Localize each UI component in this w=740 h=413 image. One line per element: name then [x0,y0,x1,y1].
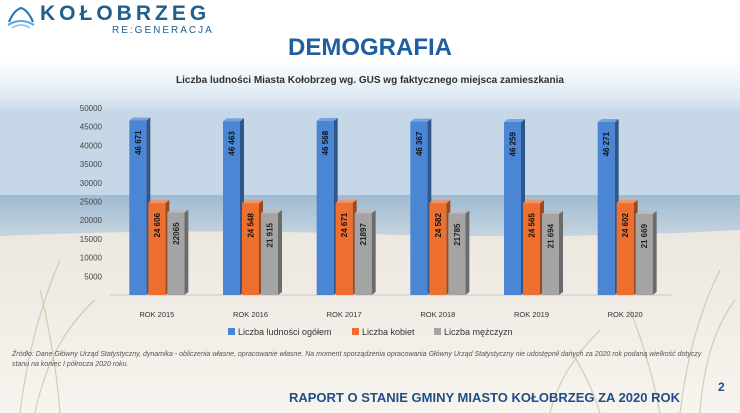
bar-top-women [148,199,170,203]
data-label-population: 46 271 [602,131,611,156]
bar-top-women [429,200,451,204]
bar-men [635,213,653,295]
data-label-women: 24 671 [340,212,349,237]
bar-population [316,120,334,295]
y-tick-label: 30000 [80,179,103,188]
bar-population [597,121,615,295]
bar-top-men [542,210,563,214]
data-label-population: 46 259 [509,131,518,156]
bar-women [148,202,166,295]
report-title: RAPORT O STANIE GMINY MIASTO KOŁOBRZEG Z… [288,390,680,405]
bar-side-men [465,210,470,295]
data-label-population: 46 367 [415,131,424,156]
bar-side-men [371,210,376,295]
bar-women [523,203,540,295]
bar-top-women [616,199,638,203]
logo-text: KOŁOBRZEG [40,2,211,25]
y-tick-label: 40000 [80,141,103,150]
y-tick-label: 25000 [80,198,103,207]
data-label-women: 24 565 [528,213,537,238]
y-tick-label: 35000 [80,160,103,169]
data-label-women: 24 606 [153,212,162,237]
y-tick-label: 5000 [84,272,102,281]
legend-swatch-population [228,328,235,335]
bar-top-population [597,118,619,122]
x-tick-label: ROK 2016 [233,310,268,319]
x-tick-label: ROK 2019 [514,310,549,319]
bar-women [242,203,259,295]
bar-top-population [129,117,151,121]
bar-men [261,213,278,295]
x-tick-label: ROK 2020 [608,310,643,319]
chart-title: Liczba ludności Miasta Kołobrzeg wg. GUS… [176,75,564,86]
bar-top-women [523,200,544,204]
bar-top-men [354,210,376,214]
bar-top-women [242,200,263,204]
y-tick-label: 50000 [80,104,103,113]
bar-top-population [316,117,338,121]
bar-men [354,213,372,295]
bar-population [223,121,240,295]
bar-population [129,120,147,295]
bar-top-population [504,118,525,122]
legend-label-population: Liczba ludności ogółem [238,327,332,337]
x-tick-label: ROK 2017 [327,310,362,319]
bar-side-men [652,210,657,295]
legend-item-men: Liczba mężczyzn [434,327,513,337]
bar-population [504,121,521,296]
bar-top-population [410,118,432,122]
data-label-men: 21 915 [266,222,275,247]
bar-top-men [448,210,470,214]
bar-top-women [335,199,357,203]
legend-swatch-men [434,328,441,335]
page-title: DEMOGRAFIA [288,34,452,61]
bar-top-men [261,210,282,214]
legend-label-women: Liczba kobiet [362,327,415,337]
legend-item-women: Liczba kobiet [352,327,415,337]
bar-population [410,121,428,295]
bar-men [448,213,466,295]
bar-men [542,213,559,295]
data-label-population: 46 463 [228,131,237,156]
source-note: Źródło: Dane Główny Urząd Statystyczny, … [12,351,702,368]
data-label-population: 46 568 [321,130,330,155]
page-number: 2 [718,380,725,394]
bar-top-men [167,209,189,213]
bar-top-population [223,118,244,122]
data-label-women: 24 548 [247,213,256,238]
bar-side-men [278,210,282,295]
data-label-men: 21 669 [640,223,649,248]
data-label-women: 24 602 [621,212,630,237]
bar-side-men [184,209,189,295]
y-tick-label: 45000 [80,123,103,132]
legend-label-men: Liczba mężczyzn [444,327,513,337]
logo-icon [7,6,35,29]
data-label-women: 24 582 [434,213,443,238]
x-tick-label: ROK 2015 [139,310,174,319]
bar-women [429,203,447,295]
legend-swatch-women [352,328,359,335]
data-label-men: 22065 [172,222,181,245]
bar-women [616,202,634,295]
bar-men [167,212,185,295]
data-label-men: 21785 [453,223,462,246]
x-tick-label: ROK 2018 [420,310,455,319]
y-tick-label: 10000 [80,254,103,263]
bar-top-men [635,210,657,214]
data-label-population: 46 671 [134,130,143,155]
bar-side-men [559,210,563,295]
data-label-men: 21897 [359,223,368,246]
logo-subtitle: RE:GENERACJA [112,25,214,36]
bar-women [335,202,353,295]
legend-item-population: Liczba ludności ogółem [228,327,332,337]
y-tick-label: 20000 [80,216,103,225]
y-tick-label: 15000 [80,235,103,244]
data-label-men: 21 694 [547,223,556,248]
